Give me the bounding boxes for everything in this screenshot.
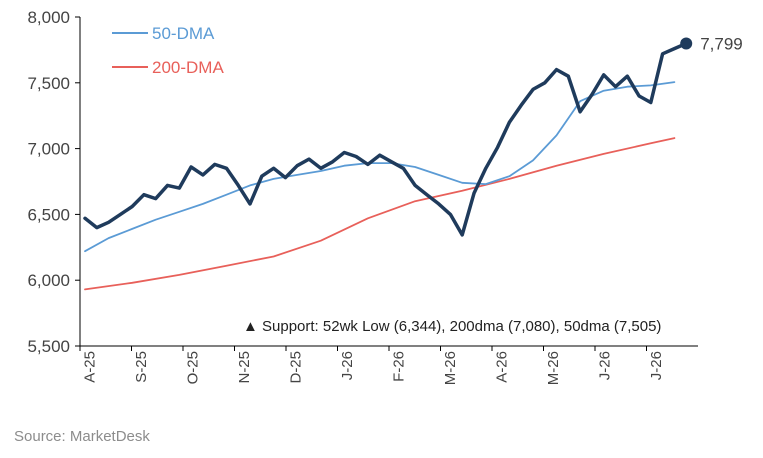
legend-label-50dma: 50-DMA — [152, 24, 215, 43]
last-price-marker — [680, 37, 693, 50]
x-tick-label: J-26 — [339, 351, 356, 380]
y-tick-label: 8,000 — [27, 8, 70, 27]
x-tick-label: J-26 — [596, 351, 613, 380]
series-line-dma50 — [84, 81, 676, 253]
source-note: Source: MarketDesk — [14, 428, 150, 445]
legend: 50-DMA 200-DMA — [112, 24, 224, 77]
x-tick-label: O-25 — [184, 351, 201, 384]
x-tick-label: M-26 — [442, 351, 459, 385]
x-axis: A-25 S-25 O-25 N-25 D-25 J-26 F-26 M-26 A-26 M-26… — [79, 345, 698, 385]
series-line-price — [83, 41, 688, 237]
x-tick-label: D-25 — [287, 351, 304, 384]
y-tick-label: 5,500 — [27, 337, 70, 356]
series-line-dma200 — [84, 137, 676, 291]
y-tick-label: 6,500 — [27, 205, 70, 224]
x-tick-label: M-26 — [545, 351, 562, 385]
y-axis: 8,000 7,500 7,000 6,500 6,000 5,500 — [27, 8, 81, 356]
y-tick-label: 6,000 — [27, 271, 70, 290]
x-tick-label: N-25 — [236, 351, 253, 384]
series-lines — [83, 41, 688, 291]
x-tick-label: A-25 — [81, 351, 98, 383]
legend-label-200dma: 200-DMA — [152, 58, 224, 77]
y-tick-label: 7,500 — [27, 74, 70, 93]
x-tick-label: F-26 — [390, 351, 407, 382]
support-annotation: ▲ Support: 52wk Low (6,344), 200dma (7,0… — [243, 318, 661, 335]
x-tick-label: J-26 — [648, 351, 665, 380]
last-price-label: 7,799 — [700, 34, 743, 53]
x-tick-label: A-26 — [493, 351, 510, 383]
y-tick-label: 7,000 — [27, 140, 70, 159]
x-tick-label: S-25 — [133, 351, 150, 383]
